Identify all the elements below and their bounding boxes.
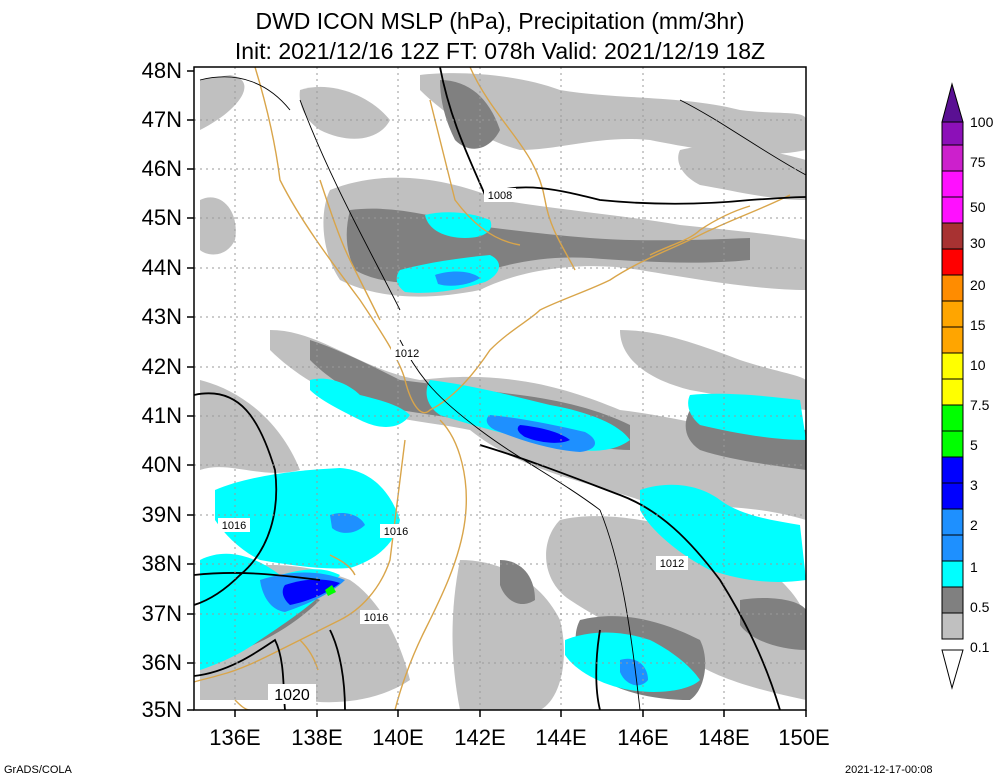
isobar-label: 1020 [274, 687, 310, 704]
map-title: DWD ICON MSLP (hPa), Precipitation (mm/3… [255, 8, 745, 34]
colorbar-label: 10 [970, 357, 986, 373]
colorbar-label: 7.5 [970, 397, 990, 413]
isobar-labels: 1008 1012 1012 1016 1016 1016 1020 [218, 188, 688, 704]
precip-deep-blue [282, 425, 570, 605]
lon-label: 142E [454, 725, 506, 750]
lat-label: 46N [141, 156, 182, 181]
colorbar-label: 75 [970, 154, 986, 170]
lat-label: 47N [141, 107, 182, 132]
lat-label: 36N [141, 650, 182, 675]
lat-label: 45N [141, 205, 182, 230]
axis-ticks [187, 70, 807, 717]
lon-label: 150E [778, 725, 830, 750]
colorbar-label: 1 [970, 559, 978, 575]
isobar-label: 1008 [488, 190, 512, 202]
colorbar [941, 82, 964, 690]
map-field [194, 67, 806, 710]
lat-label: 39N [141, 502, 182, 527]
lat-label: 48N [141, 58, 182, 83]
lon-label: 136E [209, 725, 261, 750]
lat-label: 37N [141, 601, 182, 626]
lon-label: 146E [617, 725, 669, 750]
isobar-label: 1016 [384, 526, 408, 538]
lat-label: 44N [141, 255, 182, 280]
lon-label: 144E [535, 725, 587, 750]
colorbar-label: 100 [970, 114, 994, 130]
lat-label: 43N [141, 304, 182, 329]
lat-label: 40N [141, 452, 182, 477]
colorbar-label: 5 [970, 437, 978, 453]
colorbar-label: 2 [970, 517, 978, 533]
colorbar-label: 0.1 [970, 639, 990, 655]
colorbar-label: 0.5 [970, 599, 990, 615]
map-frame [193, 66, 807, 711]
isobars-thin [199, 76, 806, 710]
map-subtitle: Init: 2021/12/16 12Z FT: 078h Valid: 202… [234, 38, 766, 64]
lon-label: 140E [372, 725, 424, 750]
isobar-label: 1016 [364, 612, 388, 624]
isobars [194, 67, 806, 710]
lat-label: 38N [141, 551, 182, 576]
isobar-label: 1016 [222, 520, 246, 532]
colorbar-label: 50 [970, 199, 986, 215]
colorbar-label: 15 [970, 317, 986, 333]
lon-label: 148E [698, 725, 750, 750]
lat-label: 41N [141, 403, 182, 428]
gridlines [194, 67, 806, 710]
precip-green [325, 585, 336, 596]
isobar-label: 1012 [395, 348, 419, 360]
colorbar-label: 3 [970, 477, 978, 493]
lat-label: 42N [141, 354, 182, 379]
colorbar-label: 20 [970, 277, 986, 293]
isobar-label: 1012 [660, 558, 684, 570]
footer-credit: GrADS/COLA [4, 764, 72, 776]
lon-label: 138E [291, 725, 343, 750]
lat-label: 35N [141, 697, 182, 722]
colorbar-label: 30 [970, 235, 986, 251]
footer-timestamp: 2021-12-17-00:08 [845, 764, 933, 776]
